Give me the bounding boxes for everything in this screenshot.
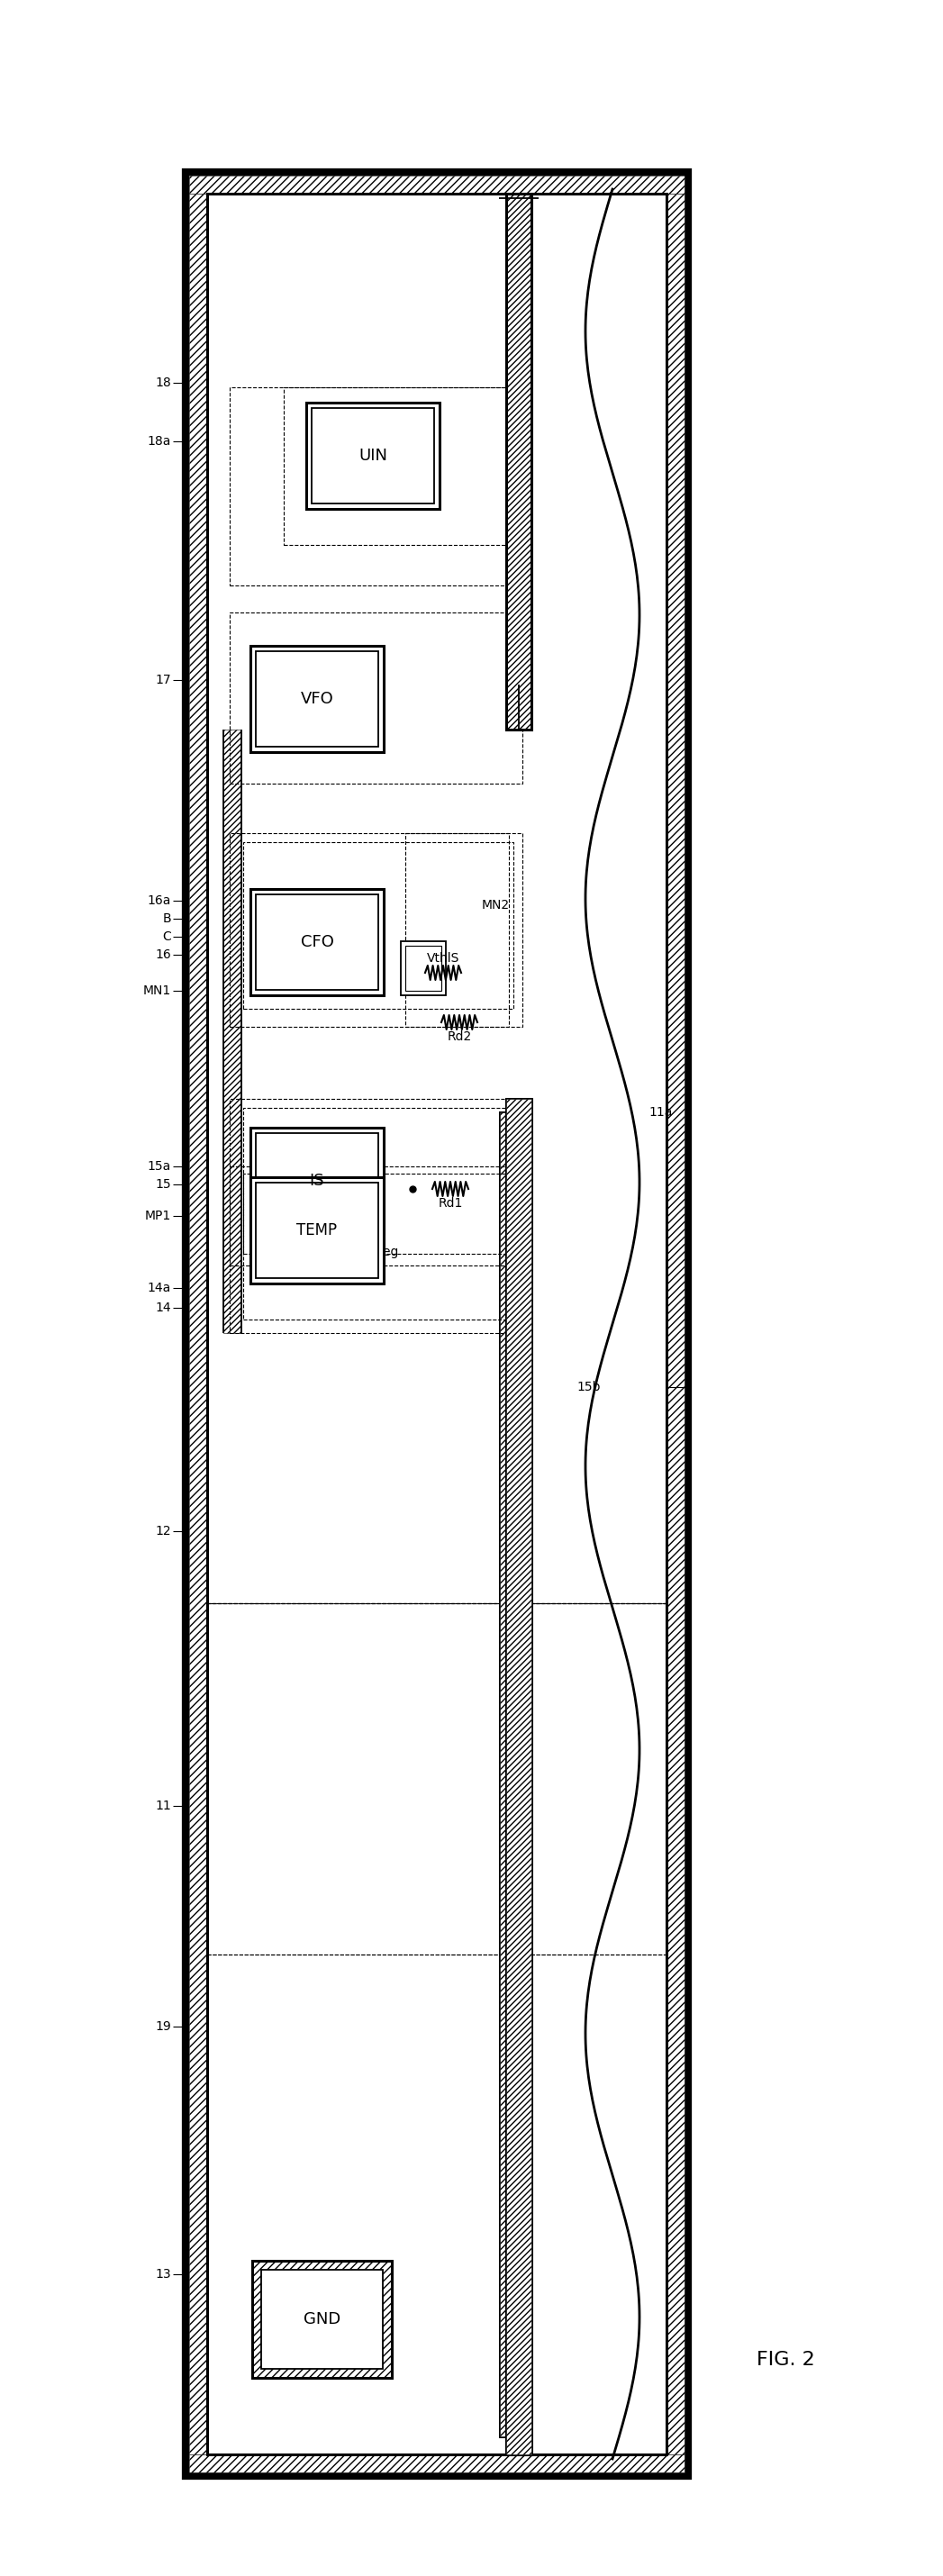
Bar — [306, 402, 439, 510]
Bar — [256, 894, 378, 989]
Bar — [256, 1133, 378, 1229]
Bar — [207, 193, 667, 1602]
Text: Rd2: Rd2 — [447, 1030, 472, 1043]
Bar — [405, 832, 509, 1028]
Text: 15: 15 — [156, 1177, 171, 1190]
Text: MN1: MN1 — [143, 984, 171, 997]
Bar — [252, 2262, 391, 2378]
Bar — [230, 613, 522, 783]
Text: FIG. 2: FIG. 2 — [756, 2352, 815, 2370]
Bar — [243, 1108, 513, 1255]
Bar — [506, 193, 532, 729]
Text: 12: 12 — [156, 1525, 171, 1538]
Text: 18a: 18a — [147, 435, 171, 448]
Bar — [251, 647, 384, 752]
Text: Rd1: Rd1 — [438, 1198, 463, 1211]
Bar — [251, 889, 384, 994]
Bar — [190, 193, 207, 2455]
Text: MN2: MN2 — [482, 899, 510, 912]
Bar — [251, 1128, 384, 1234]
Bar — [230, 1100, 522, 1265]
Text: 11: 11 — [156, 1801, 171, 1811]
Bar — [284, 386, 509, 546]
Text: 16: 16 — [156, 948, 171, 961]
Bar — [243, 842, 513, 1010]
Text: VthlS: VthlS — [427, 953, 459, 963]
Bar — [667, 193, 685, 2455]
Bar — [185, 170, 689, 2478]
Text: Vreg: Vreg — [370, 1247, 399, 1257]
Bar — [230, 1167, 522, 1332]
Text: GND: GND — [304, 2311, 340, 2326]
Text: B: B — [162, 912, 171, 925]
Text: 11a: 11a — [649, 1105, 672, 1118]
Text: 15a: 15a — [147, 1159, 171, 1172]
Text: C: C — [162, 930, 171, 943]
Text: IS: IS — [309, 1172, 324, 1190]
Bar — [405, 945, 441, 992]
Bar — [256, 652, 378, 747]
Bar — [207, 193, 667, 1602]
Text: CFO: CFO — [301, 935, 334, 951]
Bar — [256, 1182, 378, 1278]
Bar — [506, 1100, 532, 2455]
Text: 14: 14 — [156, 1301, 171, 1314]
Bar — [190, 175, 685, 193]
Text: 13: 13 — [156, 2267, 171, 2280]
Text: 16a: 16a — [147, 894, 171, 907]
Bar — [500, 1113, 527, 2437]
Bar — [207, 193, 667, 2455]
Bar — [190, 2455, 685, 2473]
Bar — [667, 193, 685, 2455]
Bar — [190, 175, 685, 193]
Text: UIN: UIN — [358, 448, 388, 464]
Text: 19: 19 — [156, 2020, 171, 2032]
Text: 14a: 14a — [147, 1283, 171, 1293]
Bar — [207, 193, 667, 2455]
Bar — [190, 193, 207, 2455]
Bar — [207, 1602, 667, 1955]
Bar — [190, 2455, 685, 2473]
Bar — [243, 1175, 513, 1319]
Bar — [251, 1177, 384, 1283]
Bar — [506, 1100, 532, 2455]
Bar — [261, 2269, 383, 2370]
Bar — [311, 407, 434, 502]
Text: TEMP: TEMP — [297, 1221, 338, 1239]
Bar — [190, 175, 685, 2473]
Text: MP1: MP1 — [145, 1211, 171, 1221]
Text: 18: 18 — [156, 376, 171, 389]
Text: VFO: VFO — [301, 690, 334, 706]
Bar — [401, 940, 446, 994]
Bar — [500, 1113, 527, 2437]
Bar — [223, 729, 241, 1332]
Bar — [230, 386, 518, 585]
Text: 17: 17 — [156, 675, 171, 685]
Bar — [230, 832, 522, 1028]
Text: 15b: 15b — [576, 1381, 601, 1394]
